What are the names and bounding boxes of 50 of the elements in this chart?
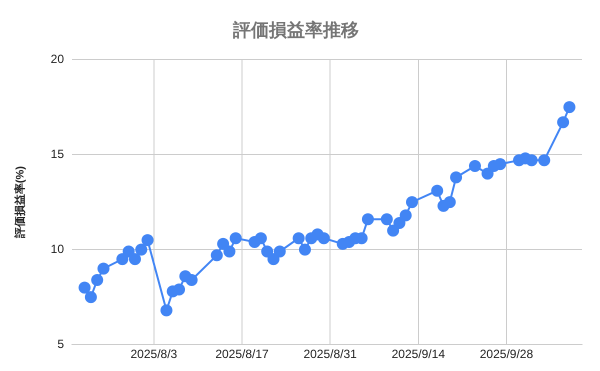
point xyxy=(406,196,418,208)
point xyxy=(230,232,242,244)
point xyxy=(298,244,311,256)
point xyxy=(450,171,462,184)
chart-title: 評価損益率推移 xyxy=(232,20,359,40)
y-tick-label: 5 xyxy=(57,336,64,351)
point xyxy=(444,196,456,208)
point xyxy=(494,158,506,170)
point xyxy=(557,116,570,128)
point xyxy=(431,184,444,197)
point xyxy=(563,101,576,114)
point xyxy=(128,253,141,266)
y-tick-label: 15 xyxy=(50,146,64,161)
point xyxy=(400,209,412,222)
point xyxy=(393,217,406,229)
point xyxy=(261,246,274,258)
point xyxy=(526,154,538,166)
x-tick-label: 2025/8/3 xyxy=(130,347,178,362)
point xyxy=(217,238,230,250)
point xyxy=(122,246,135,258)
x-tick-label: 2025/9/14 xyxy=(392,347,446,362)
point xyxy=(135,244,148,256)
y-axis-title: 評価損益率(%) xyxy=(14,166,27,240)
point xyxy=(160,304,172,316)
point xyxy=(267,253,280,266)
x-tick-label: 2025/8/17 xyxy=(215,347,270,362)
point xyxy=(91,274,104,286)
point xyxy=(84,291,97,304)
point xyxy=(380,213,393,226)
point xyxy=(116,253,128,266)
point xyxy=(173,284,186,296)
point xyxy=(223,246,236,258)
point xyxy=(468,160,481,172)
y-tick-label: 10 xyxy=(50,242,64,256)
x-tick-label: 2025/8/31 xyxy=(303,347,358,362)
point xyxy=(292,232,305,244)
point xyxy=(97,262,110,275)
point xyxy=(186,274,198,286)
point xyxy=(387,224,400,237)
point xyxy=(78,282,91,294)
x-tick-label: 2025/9/28 xyxy=(480,347,534,362)
point xyxy=(274,246,286,258)
point xyxy=(142,234,154,246)
point xyxy=(318,232,330,244)
point xyxy=(210,249,223,262)
point xyxy=(482,168,494,180)
point xyxy=(538,154,550,166)
point xyxy=(254,232,267,244)
y-tick-label: 20 xyxy=(50,52,64,66)
point xyxy=(362,213,374,226)
